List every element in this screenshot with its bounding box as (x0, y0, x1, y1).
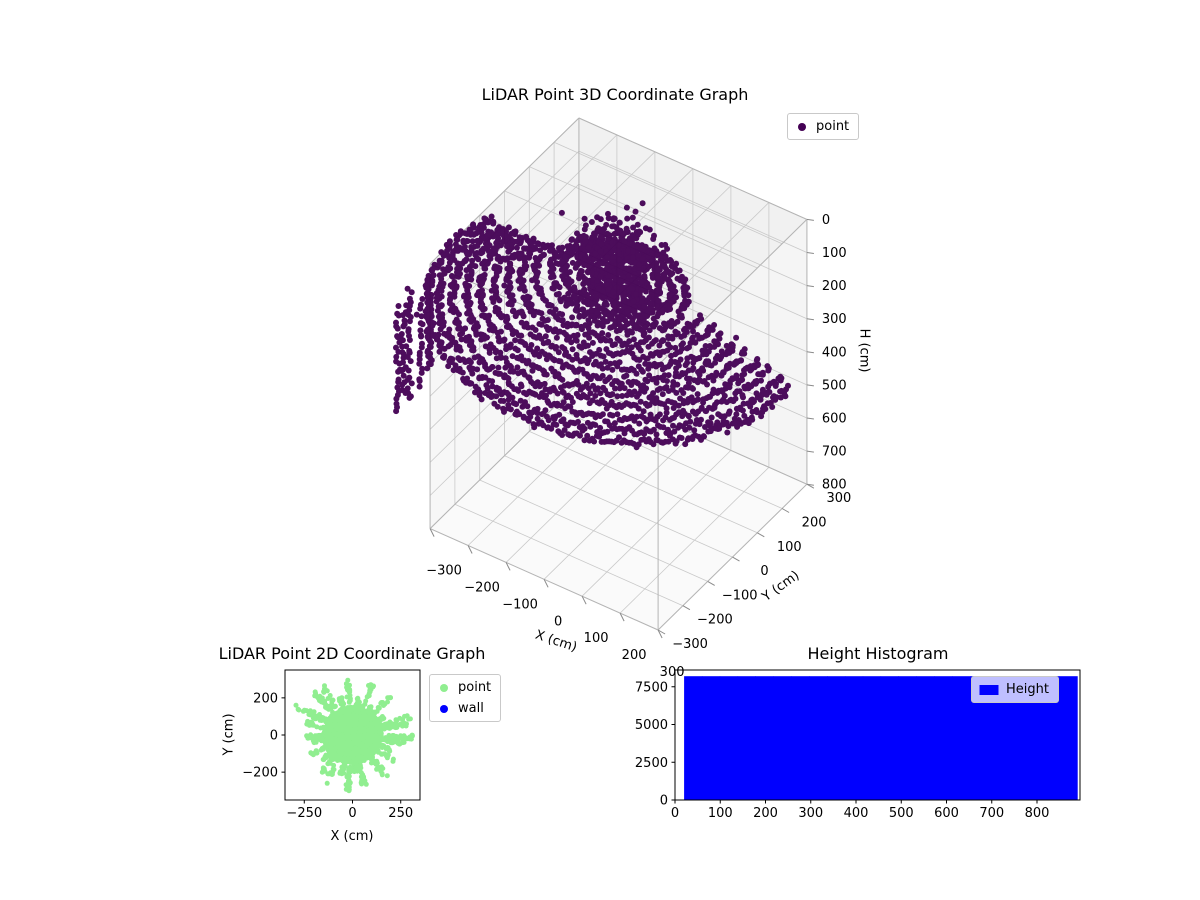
svg-text:0: 0 (554, 614, 562, 629)
chart-2d-title: LiDAR Point 2D Coordinate Graph (218, 644, 486, 663)
svg-text:500: 500 (822, 378, 847, 393)
svg-text:300: 300 (826, 491, 851, 506)
legend-hist-height-label: Height (1006, 682, 1049, 697)
svg-text:200: 200 (802, 516, 827, 531)
svg-text:−200: −200 (697, 613, 733, 628)
point-marker-icon (798, 122, 806, 131)
svg-text:200: 200 (822, 279, 847, 294)
legend-marker (440, 683, 448, 692)
svg-text:700: 700 (822, 445, 847, 460)
svg-text:−300: −300 (672, 637, 708, 652)
legend-2d-wall-label: wall (458, 701, 484, 716)
axis-label-2d-y: Y (cm) (221, 713, 237, 756)
svg-text:100: 100 (584, 631, 609, 646)
legend-histogram: Height (971, 676, 1059, 703)
point-marker-icon (440, 683, 448, 692)
svg-text:−300: −300 (426, 564, 462, 579)
svg-text:0: 0 (822, 213, 830, 228)
svg-text:600: 600 (822, 412, 847, 427)
chart-hist-title: Height Histogram (807, 644, 949, 663)
legend-marker (440, 704, 448, 713)
chart-3d-title: LiDAR Point 3D Coordinate Graph (481, 85, 749, 104)
legend-3d-point-label: point (816, 119, 850, 134)
legend-2d-entry-wall: wall (437, 698, 491, 719)
wall-marker-icon (440, 704, 448, 713)
svg-text:200: 200 (622, 648, 647, 663)
svg-text:300: 300 (822, 312, 847, 327)
svg-text:100: 100 (822, 246, 847, 261)
svg-text:100: 100 (777, 540, 802, 555)
svg-text:−200: −200 (464, 581, 500, 596)
height-swatch-icon (979, 684, 999, 695)
svg-text:−100: −100 (722, 588, 758, 603)
svg-text:−100: −100 (502, 597, 538, 612)
legend-2d-entry-point: point (437, 677, 491, 698)
legend-marker (798, 122, 806, 131)
legend-3d-entry-point: point (795, 116, 849, 137)
svg-text:0: 0 (760, 564, 768, 579)
axis-label-2d-x: X (cm) (330, 829, 374, 844)
legend-hist-entry-height: Height (979, 679, 1049, 700)
svg-text:300: 300 (660, 665, 685, 680)
legend-2d: point wall (429, 674, 502, 722)
svg-text:400: 400 (822, 345, 847, 360)
legend-3d: point (787, 113, 860, 140)
legend-2d-point-label: point (458, 680, 492, 695)
axis-label-3d-h: H (cm) (856, 328, 872, 373)
legend-swatch (979, 684, 999, 695)
svg-text:800: 800 (822, 478, 847, 493)
